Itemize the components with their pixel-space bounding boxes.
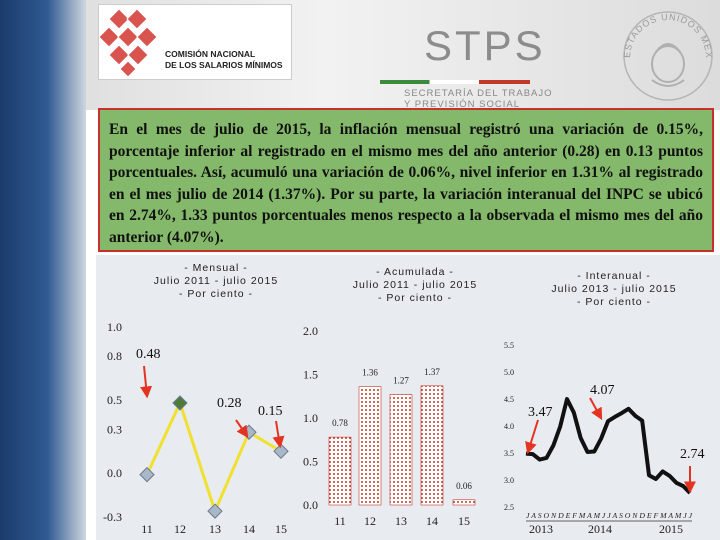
acumulada-x-tick: 11 <box>334 514 346 528</box>
mensual-point <box>139 466 155 483</box>
acumulada-x-tick: 15 <box>458 514 470 528</box>
mensual-series-line <box>145 398 282 516</box>
mensual-y-tick: 0.5 <box>107 393 122 407</box>
cnsm-emblem-icon <box>98 8 158 78</box>
stps-title: STPS <box>424 22 546 69</box>
interanual-arrow <box>525 419 539 455</box>
interanual-year-label: 2014 <box>588 522 612 536</box>
interanual-annotation: 4.07 <box>590 383 615 398</box>
acumulada-x-tick: 13 <box>395 514 407 528</box>
interanual-y-tick: 3.0 <box>504 476 514 485</box>
summary-text: En el mes de julio de 2015, la inflación… <box>109 121 703 246</box>
mensual-x-tick: 14 <box>243 522 255 536</box>
chart-mensual-title: - Mensual - Julio 2011 - julio 2015 - Po… <box>153 262 279 300</box>
mensual-point <box>273 443 289 459</box>
interanual-y-tick: 2.5 <box>504 503 514 512</box>
cnsm-name-line2: de los Salarios Mínimos <box>165 60 283 70</box>
acumulada-bar <box>420 385 444 506</box>
mensual-y-tick: 1.0 <box>107 320 122 334</box>
acumulada-bar <box>328 436 352 506</box>
acumulada-y-tick: 2.0 <box>303 324 318 338</box>
acumulada-y-tick: 0.5 <box>303 455 318 469</box>
acumulada-y-tick: 0.0 <box>303 498 318 512</box>
mensual-x-tick: 13 <box>209 522 221 536</box>
stps-subtitle: SECRETARÍA DEL TRABAJO Y PREVISIÓN SOCIA… <box>404 88 553 110</box>
mensual-y-tick: -0.3 <box>103 510 122 524</box>
acumulada-bar <box>452 499 476 506</box>
interanual-year-label: 2013 <box>529 522 553 536</box>
acumulada-y-tick: 1.5 <box>303 368 318 382</box>
interanual-y-tick: 5.0 <box>504 368 514 377</box>
interanual-y-tick: 3.5 <box>504 449 514 458</box>
interanual-y-tick: 5.5 <box>504 341 514 350</box>
acumulada-data-label: 1.37 <box>424 367 440 377</box>
mensual-y-tick: 0.3 <box>107 422 122 436</box>
mensual-point <box>207 503 223 519</box>
mensual-y-tick: 0.8 <box>107 349 122 363</box>
left-decorative-bar <box>0 0 86 540</box>
mensual-x-tick: 15 <box>275 522 287 536</box>
acumulada-data-label: 1.27 <box>393 376 409 386</box>
interanual-month-ticks: J A S O N D E F M A M J J A S O N D E F … <box>526 511 693 520</box>
stps-tricolor-line <box>380 80 530 84</box>
mensual-point <box>172 395 188 411</box>
acumulada-data-label: 0.78 <box>332 418 348 428</box>
interanual-y-tick: 4.5 <box>504 395 514 404</box>
acumulada-data-label: 1.36 <box>362 368 378 378</box>
mensual-y-tick: 0.0 <box>107 466 122 480</box>
mexico-seal: ESTADOS UNIDOS MEXICANOS <box>612 0 718 104</box>
cnsm-name-line1: Comisión Nacional <box>165 49 256 59</box>
cnsm-logo: Comisión Nacional de los Salarios Mínimo… <box>98 4 292 80</box>
mensual-arrow <box>235 419 249 438</box>
cnsm-name: Comisión Nacional de los Salarios Mínimo… <box>165 49 283 71</box>
interanual-annotation: 2.74 <box>680 447 705 462</box>
mensual-arrow <box>140 365 153 399</box>
interanual-series-line <box>525 397 692 495</box>
interanual-annotation: 3.47 <box>528 405 553 420</box>
interanual-y-tick: 4.0 <box>504 422 514 431</box>
mensual-arrow <box>272 420 285 449</box>
mensual-x-tick: 11 <box>141 522 153 536</box>
mensual-annotation: 0.48 <box>136 347 161 362</box>
stps-subtitle-line2: Y PREVISIÓN SOCIAL <box>404 99 521 110</box>
inflation-summary: En el mes de julio de 2015, la inflación… <box>98 108 714 252</box>
mensual-x-tick: 12 <box>174 522 186 536</box>
acumulada-y-tick: 1.0 <box>303 411 318 425</box>
mensual-annotation: 0.28 <box>217 396 242 411</box>
acumulada-x-tick: 12 <box>364 514 376 528</box>
interanual-arrow <box>589 397 603 421</box>
chart-interanual-title: - Interanual - Julio 2013 - julio 2015 -… <box>551 270 677 308</box>
acumulada-bar <box>358 386 382 506</box>
stps-subtitle-line1: SECRETARÍA DEL TRABAJO <box>404 88 553 99</box>
acumulada-bar <box>389 394 413 506</box>
chart-acumulada-title: - Acumulada - Julio 2011 - julio 2015 - … <box>352 266 478 304</box>
mensual-annotation: 0.15 <box>258 404 283 419</box>
interanual-year-label: 2015 <box>659 522 683 536</box>
acumulada-data-label: 0.06 <box>456 481 472 491</box>
eagle-seal-icon: ESTADOS UNIDOS MEXICANOS <box>612 0 713 101</box>
acumulada-x-tick: 14 <box>426 514 438 528</box>
